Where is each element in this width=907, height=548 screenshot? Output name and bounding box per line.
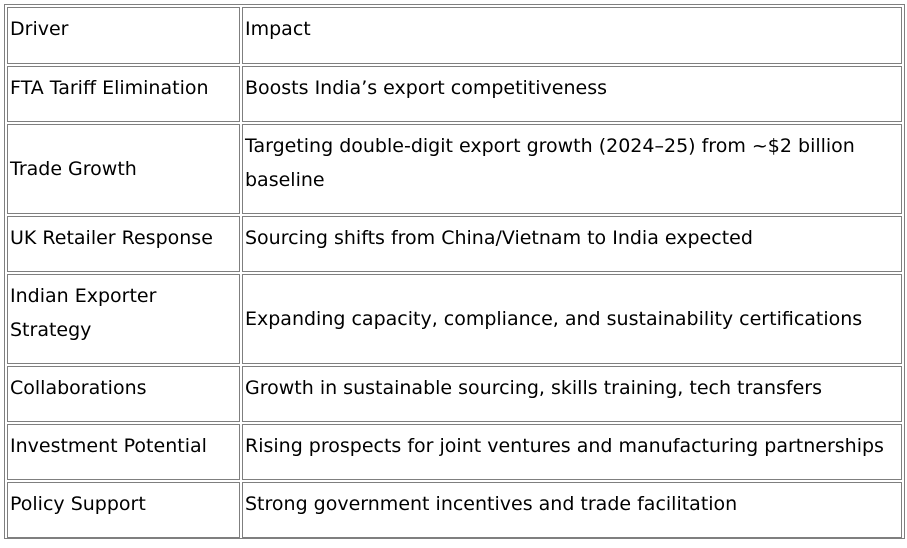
driver-cell: FTA Tariff Elimination [7,66,240,122]
table-row: Indian Exporter Strategy Expanding capac… [7,274,902,364]
impact-cell: Targeting double-digit export growth (20… [242,124,902,214]
driver-cell: Collaborations [7,366,240,422]
driver-cell: Policy Support [7,482,240,538]
table-row: Trade Growth Targeting double-digit expo… [7,124,902,214]
table-row: UK Retailer Response Sourcing shifts fro… [7,216,902,272]
header-row: Driver Impact [7,7,902,64]
driver-cell: UK Retailer Response [7,216,240,272]
driver-cell: Indian Exporter Strategy [7,274,240,364]
table-row: FTA Tariff Elimination Boosts India’s ex… [7,66,902,122]
impact-cell: Expanding capacity, compliance, and sust… [242,274,902,364]
impact-cell: Sourcing shifts from China/Vietnam to In… [242,216,902,272]
impact-cell: Rising prospects for joint ventures and … [242,424,902,480]
impact-cell: Growth in sustainable sourcing, skills t… [242,366,902,422]
header-driver: Driver [7,7,240,64]
driver-cell: Trade Growth [7,124,240,214]
table-row: Policy Support Strong government incenti… [7,482,902,538]
drivers-impact-table: Driver Impact FTA Tariff Elimination Boo… [4,4,905,539]
driver-cell: Investment Potential [7,424,240,480]
impact-cell: Boosts India’s export competitiveness [242,66,902,122]
table-row: Investment Potential Rising prospects fo… [7,424,902,480]
impact-cell: Strong government incentives and trade f… [242,482,902,538]
table: Driver Impact FTA Tariff Elimination Boo… [5,5,904,540]
table-row: Collaborations Growth in sustainable sou… [7,366,902,422]
header-impact: Impact [242,7,902,64]
